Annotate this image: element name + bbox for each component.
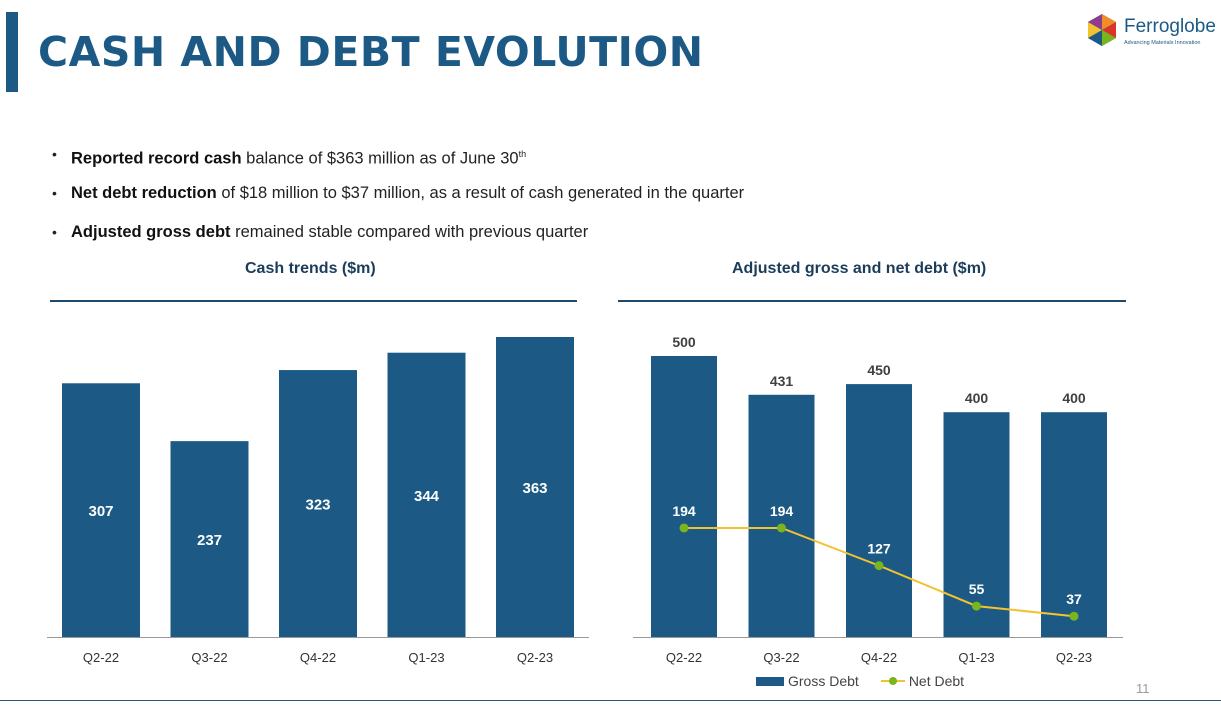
bullet-text: remained stable compared with previous q… xyxy=(230,223,589,241)
cash-bar-label: 237 xyxy=(197,532,222,549)
cash-bar xyxy=(170,441,249,637)
debt-x-tick-label: Q1-23 xyxy=(958,650,994,665)
gross-debt-bar xyxy=(846,384,912,637)
debt-x-tick-label: Q3-22 xyxy=(763,650,799,665)
net-debt-label: 194 xyxy=(672,503,696,519)
bullet-text: balance of $363 million as of June 30 xyxy=(241,149,519,168)
title-accent-bar xyxy=(6,12,18,92)
cash-bar-label: 307 xyxy=(88,503,113,520)
bullet-item: Net debt reduction of $18 million to $37… xyxy=(52,181,744,220)
cash-chart-title: Cash trends ($m) xyxy=(245,260,376,277)
cash-x-tick-label: Q3-22 xyxy=(191,650,227,665)
debt-chart-rule xyxy=(618,300,1126,302)
cash-bar xyxy=(496,337,574,637)
gross-debt-label: 450 xyxy=(867,362,891,378)
cash-bar xyxy=(62,383,140,637)
debt-x-tick-label: Q2-22 xyxy=(666,650,702,665)
gross-debt-bar xyxy=(651,356,717,637)
gross-debt-label: 400 xyxy=(965,390,989,406)
debt-chart-baseline xyxy=(633,637,1123,638)
debt-x-tick-label: Q4-22 xyxy=(861,650,897,665)
gross-debt-bar xyxy=(1041,412,1107,637)
legend-label-net-debt: Net Debt xyxy=(908,673,965,689)
gross-debt-label: 500 xyxy=(672,334,696,350)
cash-x-tick-label: Q2-22 xyxy=(83,650,119,665)
cash-bar xyxy=(387,352,466,637)
cash-bar-label: 323 xyxy=(305,497,330,514)
logo-name: Ferroglobe xyxy=(1124,16,1216,37)
cash-chart-baseline xyxy=(47,637,589,638)
bullet-bold: Net debt reduction xyxy=(71,184,217,202)
bullet-item: Adjusted gross debt remained stable comp… xyxy=(52,220,744,259)
bullet-sup: th xyxy=(518,149,527,159)
bullet-bold: Reported record cash xyxy=(71,149,242,168)
cash-x-tick-label: Q2-23 xyxy=(517,650,553,665)
gross-debt-bar xyxy=(748,394,815,637)
cash-x-tick-label: Q4-22 xyxy=(300,650,336,665)
net-debt-label: 37 xyxy=(1066,591,1082,607)
debt-chart-title: Adjusted gross and net debt ($m) xyxy=(732,260,987,277)
net-debt-point xyxy=(777,523,786,533)
cash-bar xyxy=(279,370,357,637)
footer-divider xyxy=(0,700,1221,701)
legend-swatch-gross-debt xyxy=(756,676,784,686)
bullet-text: of $18 million to $37 million, as a resu… xyxy=(216,184,745,202)
net-debt-label: 194 xyxy=(770,503,794,519)
legend-label-gross-debt: Gross Debt xyxy=(788,673,859,689)
cash-chart-rule xyxy=(50,300,577,302)
bullet-item: Reported record cash balance of $363 mil… xyxy=(52,142,744,181)
cash-bar-label: 363 xyxy=(522,480,547,497)
company-logo: Ferroglobe Advancing Materials Innovatio… xyxy=(1086,12,1216,52)
net-debt-point xyxy=(679,523,689,533)
gross-debt-bar xyxy=(943,412,1010,637)
gross-debt-label: 400 xyxy=(1062,390,1086,406)
logo-tagline: Advancing Materials Innovation xyxy=(1124,40,1201,46)
debt-x-tick-label: Q2-23 xyxy=(1056,650,1092,665)
net-debt-point xyxy=(1069,611,1079,621)
gross-debt-label: 431 xyxy=(770,373,794,389)
net-debt-point xyxy=(972,601,981,611)
net-debt-point xyxy=(874,561,884,571)
bullet-bold: Adjusted gross debt xyxy=(71,223,231,241)
ferroglobe-logo-icon xyxy=(1088,14,1116,46)
bullet-list: Reported record cash balance of $363 mil… xyxy=(52,142,744,259)
legend-swatch-net-debt xyxy=(880,677,905,685)
page-number: 11 xyxy=(1136,681,1150,696)
cash-x-tick-label: Q1-23 xyxy=(408,650,444,665)
page-title: CASH AND DEBT EVOLUTION xyxy=(38,28,704,76)
debt-chart-legend: Gross Debt Net Debt xyxy=(756,673,964,689)
cash-bar-label: 344 xyxy=(414,488,440,505)
net-debt-label: 55 xyxy=(969,581,985,597)
net-debt-label: 127 xyxy=(867,541,891,557)
